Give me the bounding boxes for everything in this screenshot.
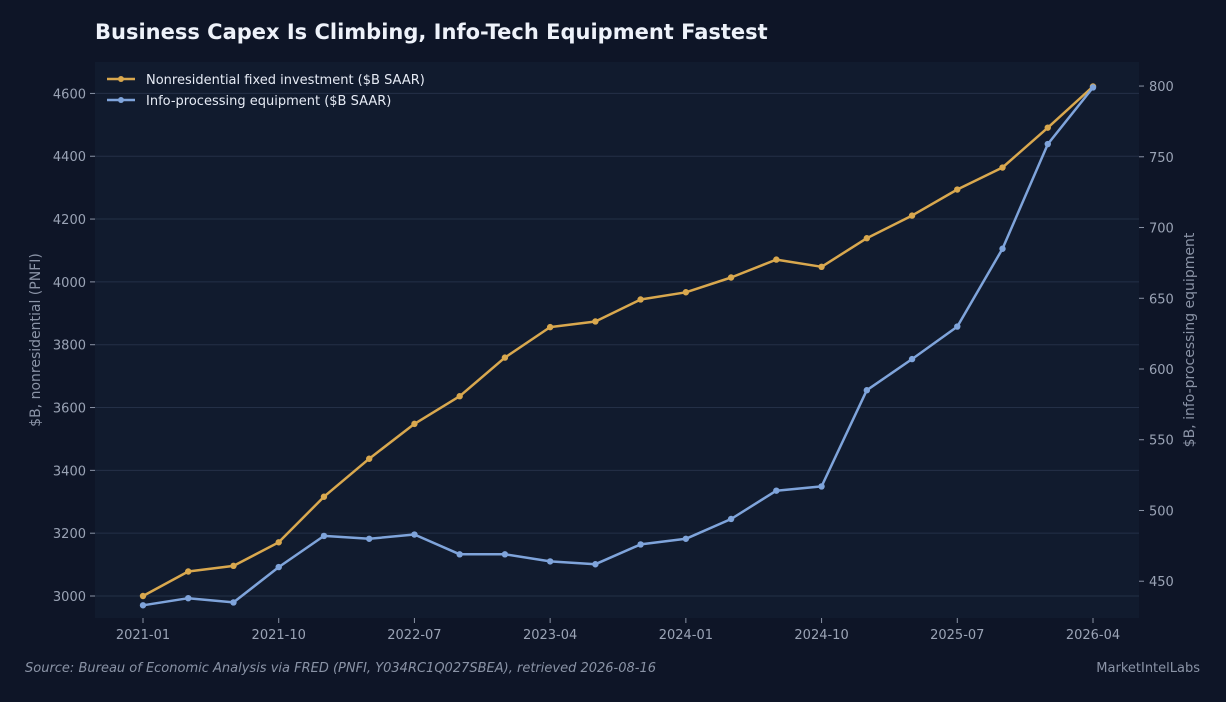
- data-point-nonresidential: [727, 274, 735, 281]
- x-tick-label: 2024-10: [794, 628, 848, 643]
- data-point-nonresidential: [954, 186, 961, 193]
- data-point-info-processing: [185, 594, 192, 602]
- gridlines: [95, 92, 1139, 597]
- brand-label: MarketIntelLabs: [1096, 661, 1200, 676]
- data-point-info-processing: [1044, 140, 1051, 148]
- data-point-info-processing: [818, 483, 825, 490]
- data-point-nonresidential: [501, 354, 509, 361]
- right-tick-label: 650: [1149, 292, 1174, 307]
- data-point-info-processing: [275, 563, 282, 571]
- legend-marker-info-processing: [118, 97, 124, 103]
- data-point-nonresidential: [275, 539, 282, 546]
- data-point-info-processing: [456, 551, 463, 558]
- left-tick-label: 4600: [53, 87, 86, 102]
- data-point-info-processing: [1089, 84, 1097, 91]
- left-tick-label: 4000: [53, 276, 86, 291]
- data-point-nonresidential: [1044, 124, 1051, 131]
- legend-label-info-processing: Info-processing equipment ($B SAAR): [146, 94, 391, 109]
- data-point-nonresidential: [818, 263, 825, 271]
- chart-title: Business Capex Is Climbing, Info-Tech Eq…: [95, 20, 768, 44]
- data-point-info-processing: [411, 531, 418, 538]
- legend: Nonresidential fixed investment ($B SAAR…: [107, 73, 425, 109]
- legend-label-nonresidential: Nonresidential fixed investment ($B SAAR…: [146, 73, 425, 88]
- data-point-nonresidential: [863, 235, 871, 242]
- data-point-nonresidential: [230, 562, 237, 570]
- left-tick-label: 4200: [53, 213, 86, 228]
- left-tick-label: 3000: [53, 590, 86, 605]
- data-point-info-processing: [546, 558, 554, 565]
- x-tick-label: 2023-04: [523, 628, 577, 643]
- series-lines: [139, 83, 1097, 609]
- data-point-nonresidential: [592, 318, 599, 325]
- data-point-info-processing: [999, 245, 1006, 252]
- legend-marker-nonresidential: [118, 76, 124, 82]
- left-tick-label: 3800: [53, 339, 86, 354]
- right-tick-label: 750: [1149, 151, 1174, 166]
- right-tick-label: 550: [1149, 434, 1174, 449]
- data-point-nonresidential: [365, 455, 373, 462]
- data-point-nonresidential: [999, 164, 1006, 171]
- data-point-nonresidential: [139, 592, 147, 600]
- data-point-nonresidential: [185, 568, 192, 575]
- x-tick-label: 2026-04: [1066, 628, 1120, 643]
- x-tick-label: 2025-07: [930, 628, 984, 643]
- right-tick-label: 600: [1149, 363, 1174, 378]
- data-point-info-processing: [365, 535, 373, 542]
- right-tick-label: 500: [1149, 504, 1174, 519]
- data-point-nonresidential: [682, 289, 690, 296]
- data-point-nonresidential: [456, 393, 463, 400]
- data-point-info-processing: [727, 515, 735, 523]
- right-tick-label: 800: [1149, 80, 1174, 95]
- plot-area: [95, 62, 1139, 618]
- data-point-nonresidential: [411, 420, 418, 428]
- data-point-info-processing: [501, 551, 509, 558]
- left-tick-label: 4400: [53, 150, 86, 165]
- data-point-nonresidential: [637, 296, 644, 303]
- source-note: Source: Bureau of Economic Analysis via …: [25, 661, 657, 676]
- right-tick-label: 450: [1149, 575, 1174, 590]
- data-point-info-processing: [139, 602, 147, 609]
- data-point-info-processing: [954, 323, 961, 330]
- x-tick-label: 2024-01: [659, 628, 713, 643]
- series-line-nonresidential: [142, 85, 1094, 598]
- x-tick-label: 2022-07: [387, 628, 441, 643]
- data-point-info-processing: [637, 541, 644, 548]
- right-tick-label: 700: [1149, 222, 1174, 237]
- data-point-info-processing: [773, 487, 780, 494]
- x-tick-label: 2021-01: [116, 628, 170, 643]
- x-tick-label: 2021-10: [252, 628, 306, 643]
- left-y-axis: 3000 3200 3400 3600 3800 4000 4200 4400 4600: [53, 87, 95, 605]
- data-point-nonresidential: [546, 323, 554, 331]
- left-tick-label: 3200: [53, 527, 86, 542]
- data-point-nonresidential: [908, 212, 916, 219]
- series-line-info-processing: [142, 86, 1094, 607]
- left-y-axis-label: $B, nonresidential (PNFI): [28, 253, 44, 427]
- x-axis: 2021-01 2021-10 2022-07 2023-04 2024-01 2024-…: [116, 618, 1120, 643]
- left-tick-label: 3600: [53, 402, 86, 417]
- data-point-info-processing: [592, 561, 599, 568]
- data-point-nonresidential: [773, 256, 780, 263]
- data-point-nonresidential: [320, 493, 328, 500]
- data-point-info-processing: [230, 599, 237, 606]
- data-point-info-processing: [863, 387, 871, 394]
- right-y-axis: 450 500 550 600 650 700 750 800: [1139, 80, 1174, 590]
- right-y-axis-label: $B, info-processing equipment: [1182, 232, 1198, 447]
- data-point-info-processing: [682, 535, 690, 542]
- data-point-info-processing: [320, 532, 328, 540]
- left-tick-label: 3400: [53, 464, 86, 479]
- data-point-info-processing: [908, 355, 916, 363]
